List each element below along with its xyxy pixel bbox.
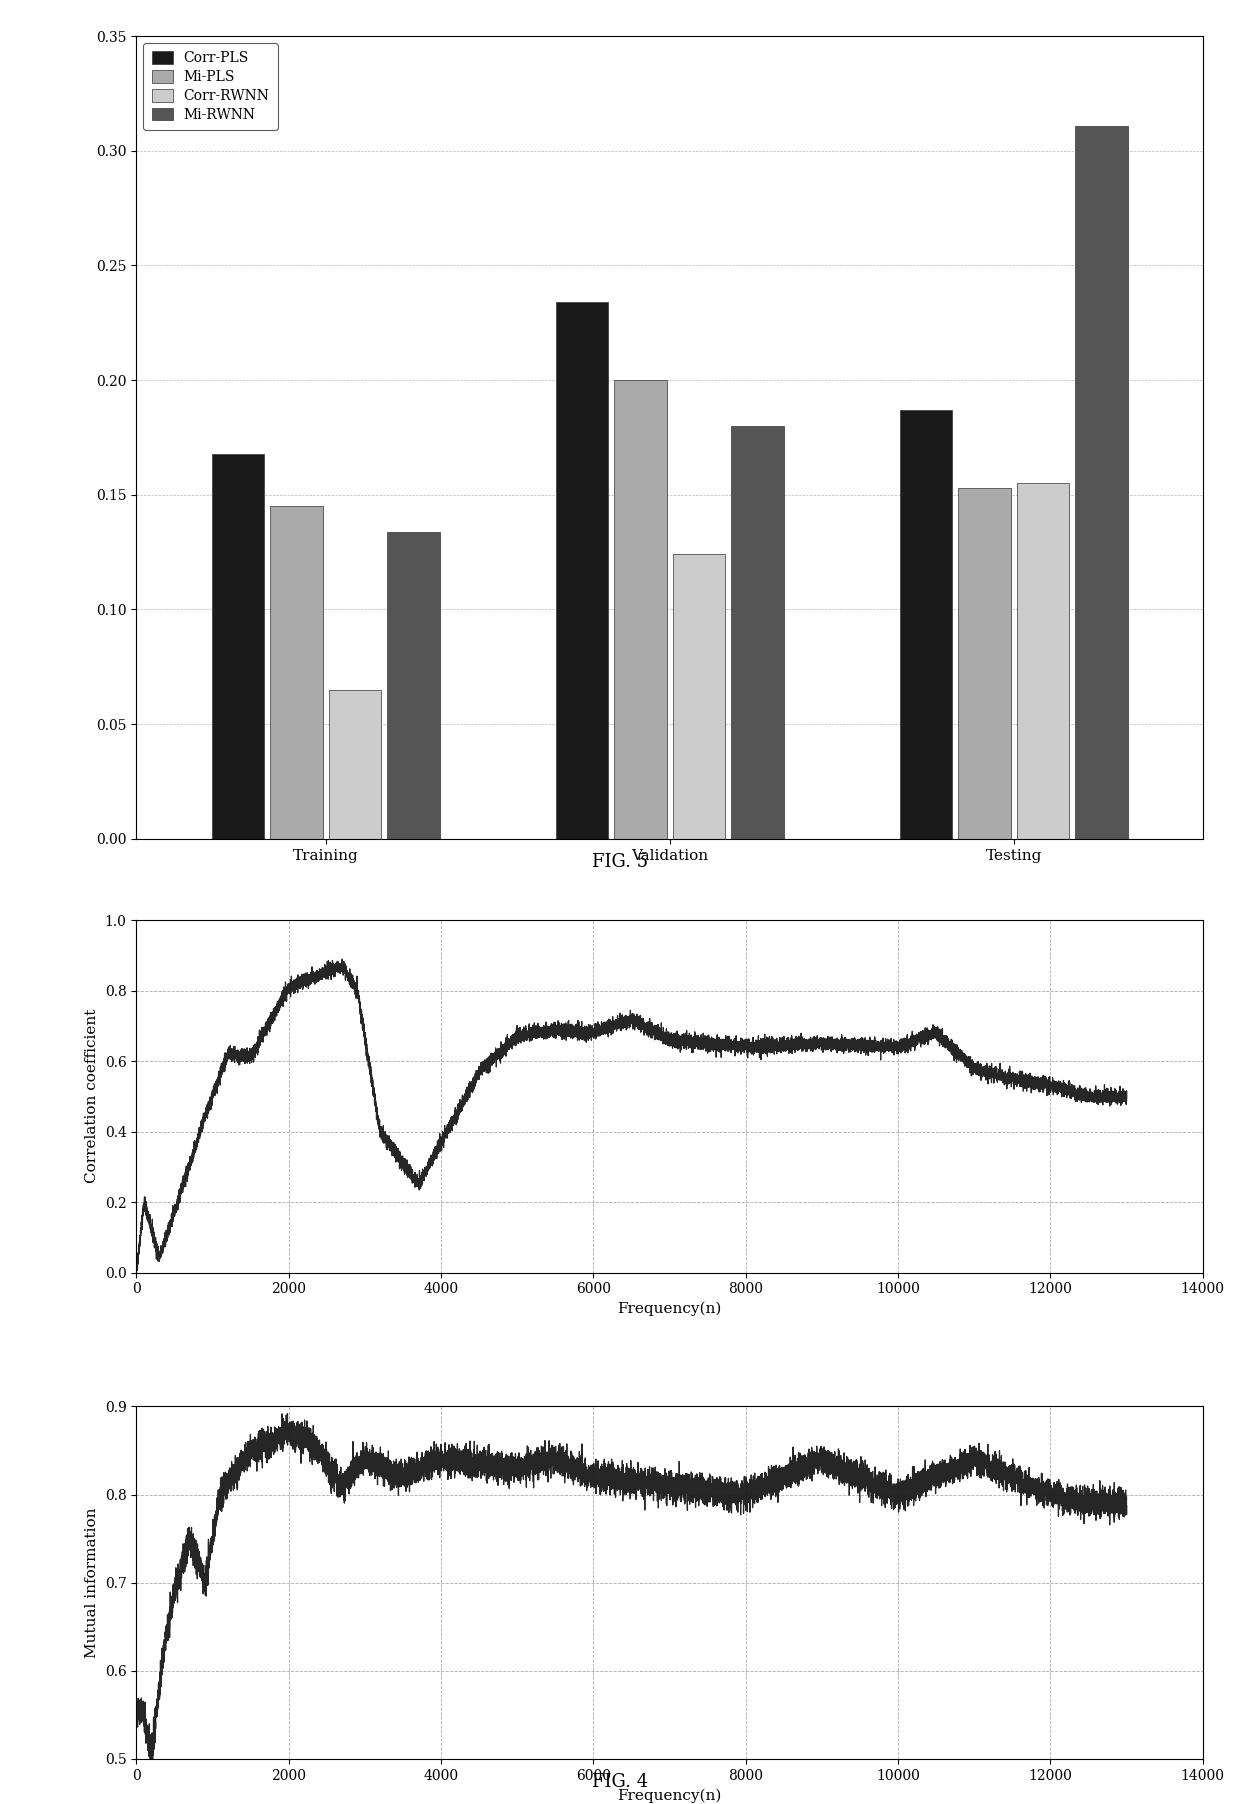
Text: FIG. 5: FIG. 5 [591, 853, 649, 871]
Y-axis label: Correlation coefficient: Correlation coefficient [86, 1008, 99, 1183]
Bar [959, 487, 1011, 839]
Bar [556, 301, 608, 839]
Bar [1017, 483, 1069, 839]
Bar [387, 532, 440, 839]
Bar [614, 381, 667, 839]
Bar [270, 507, 322, 839]
Bar [899, 410, 952, 839]
Bar [212, 453, 264, 839]
X-axis label: Frequency(n): Frequency(n) [618, 1788, 722, 1802]
Bar [672, 554, 725, 839]
Bar [732, 426, 784, 839]
Bar [1075, 126, 1127, 839]
Text: FIG. 4: FIG. 4 [591, 1773, 649, 1791]
Bar [329, 689, 381, 839]
X-axis label: Frequency(n): Frequency(n) [618, 1302, 722, 1317]
Legend: Corr-PLS, Mi-PLS, Corr-RWNN, Mi-RWNN: Corr-PLS, Mi-PLS, Corr-RWNN, Mi-RWNN [144, 43, 278, 130]
Y-axis label: Mutual information: Mutual information [86, 1508, 99, 1658]
